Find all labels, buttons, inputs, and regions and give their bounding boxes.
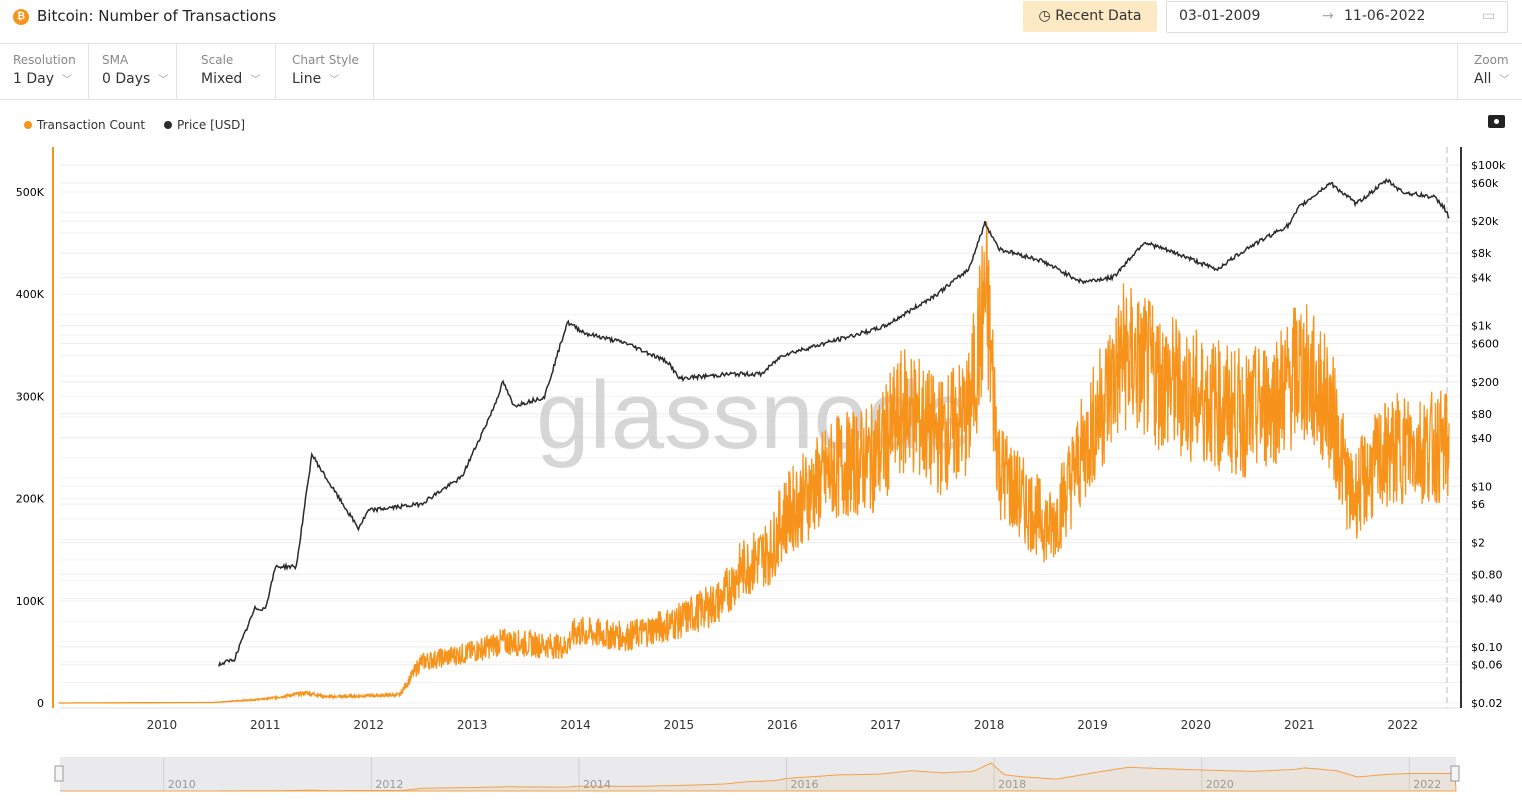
x-tick: 2015 [664,718,695,732]
series-transaction-count [58,221,1450,704]
y-right-tick: $200 [1471,376,1499,389]
sma-select[interactable]: SMA 0 Days ﹀ [89,44,177,99]
y-right-tick: $10 [1471,480,1492,493]
camera-icon[interactable] [1488,115,1505,128]
recent-data-label: Recent Data [1055,8,1142,24]
y-right-tick: $60k [1471,177,1499,190]
x-tick: 2017 [870,718,901,732]
y-right-tick: $0.40 [1471,593,1503,606]
legend-label: Price [USD] [177,118,246,132]
y-right-tick: $2 [1471,536,1485,549]
y-right-tick: $40 [1471,432,1492,445]
y-left-tick: 500K [16,186,45,199]
chart-style-select[interactable]: Chart Style Line ﹀ [279,44,374,99]
y-right-tick: $8k [1471,247,1492,260]
x-tick: 2021 [1284,718,1315,732]
zoom-label: Zoom [1474,53,1509,67]
zoom-value: All [1474,71,1492,87]
x-tick: 2019 [1077,718,1108,732]
y-right-tick: $0.02 [1471,697,1503,710]
y-right-tick: $600 [1471,337,1499,350]
y-right-tick: $0.80 [1471,568,1503,581]
navigator [60,757,1456,791]
chevron-down-icon: ﹀ [250,75,261,86]
chevron-down-icon: ﹀ [1499,75,1510,86]
legend-dot [24,121,32,129]
clock-icon: ◷ [1038,8,1056,24]
y-left-tick: 0 [37,697,44,710]
scale-select[interactable]: Scale Mixed ﹀ [188,44,276,99]
date-to-input[interactable]: 11-06-2022 [1344,8,1426,24]
navigator-handle-right[interactable] [1450,765,1460,782]
resolution-value: 1 Day [13,71,55,87]
y-left-tick: 200K [16,493,45,506]
navigator-tick: 2020 [1206,778,1234,791]
navigator-tick: 2022 [1413,778,1441,791]
legend-price[interactable]: Price [USD] [164,118,245,132]
x-tick: 2016 [767,718,798,732]
resolution-select[interactable]: Resolution 1 Day ﹀ [0,44,89,99]
page-title: Bitcoin: Number of Transactions [37,7,277,25]
y-left-tick: 100K [16,595,45,608]
navigator-tick: 2018 [998,778,1026,791]
zoom-select[interactable]: Zoom All ﹀ [1457,44,1522,99]
y-right-tick: $0.10 [1471,641,1503,654]
resolution-label: Resolution [13,53,76,67]
legend-dot [164,121,172,129]
date-from-input[interactable]: 03-01-2009 [1179,8,1261,24]
sma-label: SMA [102,53,129,67]
navigator-tick: 2010 [168,778,196,791]
date-range-picker[interactable]: 03-01-2009 → 11-06-2022 ▭ [1166,1,1508,33]
controls-bar: Resolution 1 Day ﹀ SMA 0 Days ﹀ Scale Mixed ﹀ … [0,43,1522,100]
y-left-tick: 400K [16,288,45,301]
x-tick: 2012 [353,718,384,732]
y-right-tick: $100k [1471,159,1506,172]
x-tick: 2013 [457,718,488,732]
x-tick: 2014 [560,718,591,732]
navigator-tick: 2014 [583,778,611,791]
recent-data-button[interactable]: ◷ Recent Data [1023,1,1157,32]
chevron-down-icon: ﹀ [329,75,340,86]
x-tick: 2022 [1387,718,1418,732]
y-right-tick: $4k [1471,271,1492,284]
y-right-tick: $6 [1471,498,1485,511]
legend-label: Transaction Count [37,118,146,132]
y-right-tick: $80 [1471,408,1492,421]
sma-value: 0 Days [102,71,151,87]
x-tick: 2011 [250,718,281,732]
chevron-down-icon: ﹀ [158,75,169,86]
x-tick: 2010 [147,718,178,732]
scale-label: Scale [201,53,234,67]
bitcoin-icon: ₿ [13,9,29,25]
legend-tx[interactable]: Transaction Count [24,118,145,132]
y-right-tick: $0.06 [1471,659,1503,672]
y-right-tick: $20k [1471,215,1499,228]
x-tick: 2020 [1181,718,1212,732]
calendar-icon: ▭ [1482,8,1496,24]
navigator-handle-left[interactable] [54,765,64,782]
scale-value: Mixed [201,71,243,87]
navigator-tick: 2012 [375,778,403,791]
y-left-tick: 300K [16,390,45,403]
x-tick: 2018 [974,718,1005,732]
series-price [218,177,1450,667]
chart-style-value: Line [292,71,322,87]
chart-style-label: Chart Style [292,53,359,67]
arrow-icon: → [1322,8,1334,24]
chevron-down-icon: ﹀ [62,75,73,86]
y-right-tick: $1k [1471,320,1492,333]
navigator-series [60,762,1457,792]
navigator-tick: 2016 [791,778,819,791]
